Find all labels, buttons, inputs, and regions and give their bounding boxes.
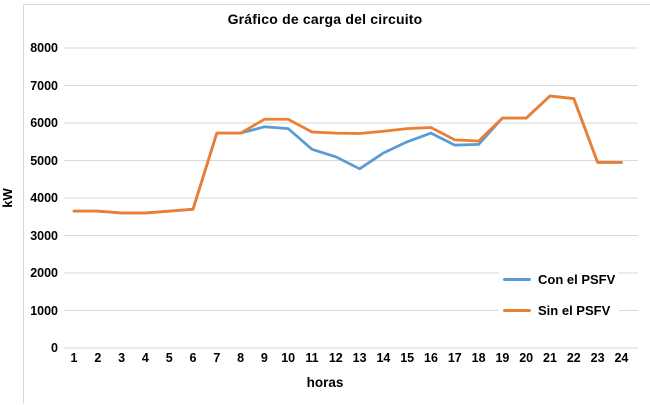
y-tick-label-5000: 5000: [30, 153, 58, 168]
x-tick-label-24: 24: [614, 351, 629, 365]
legend-item-sin-el-psfv: Sin el PSFV: [499, 300, 620, 321]
x-tick-label-1: 1: [70, 351, 78, 365]
x-axis-title: horas: [306, 375, 344, 390]
legend-line-sample-orange: [503, 309, 531, 312]
legend-line-sample-blue: [503, 278, 531, 281]
x-tick-label-12: 12: [328, 351, 343, 365]
x-tick-label-18: 18: [471, 351, 486, 365]
y-tick-label-2000: 2000: [30, 266, 58, 280]
y-tick-label-7000: 7000: [30, 78, 58, 93]
chart-title: Gráfico de carga del circuito: [227, 11, 423, 27]
legend: Con el PSFV Sin el PSFV: [499, 269, 620, 321]
y-tick-label-1000: 1000: [30, 303, 58, 318]
chart-border-top: [23, 4, 650, 5]
x-tick-label-8: 8: [237, 351, 245, 365]
y-tick-label-3000: 3000: [30, 228, 58, 243]
x-tick-label-20: 20: [519, 351, 534, 365]
x-tick-label-17: 17: [447, 351, 462, 365]
y-tick-label-4000: 4000: [30, 191, 58, 205]
legend-label-sin-el-psfv: Sin el PSFV: [538, 303, 611, 318]
x-tick-label-2: 2: [94, 351, 102, 365]
x-tick-label-5: 5: [165, 351, 173, 365]
x-tick-label-3: 3: [118, 351, 126, 365]
series-line-con-el-psfv: [72, 94, 623, 215]
y-axis-title: kW: [0, 188, 15, 208]
y-tick-label-8000: 8000: [30, 41, 58, 55]
x-tick-label-14: 14: [376, 351, 391, 365]
x-tick-label-15: 15: [400, 351, 415, 365]
x-tick-label-23: 23: [590, 351, 605, 365]
x-tick-label-9: 9: [260, 351, 268, 365]
x-tick-label-11: 11: [305, 351, 319, 365]
x-tick-label-19: 19: [495, 351, 510, 365]
legend-label-con-el-psfv: Con el PSFV: [538, 272, 616, 287]
x-tick-label-4: 4: [141, 351, 149, 365]
x-tick-label-7: 7: [213, 351, 221, 365]
series-line-sin-el-psfv: [72, 94, 623, 215]
x-tick-label-10: 10: [281, 351, 296, 365]
x-tick-label-21: 21: [543, 351, 557, 365]
x-tick-label-16: 16: [424, 351, 438, 365]
x-tick-label-6: 6: [189, 351, 197, 365]
x-tick-label-13: 13: [352, 351, 367, 365]
x-tick-label-22: 22: [566, 351, 581, 365]
y-tick-label-0: 0: [51, 341, 58, 355]
y-tick-label-6000: 6000: [30, 116, 58, 130]
legend-item-con-el-psfv: Con el PSFV: [499, 269, 620, 290]
chart-border-left: [23, 4, 24, 404]
